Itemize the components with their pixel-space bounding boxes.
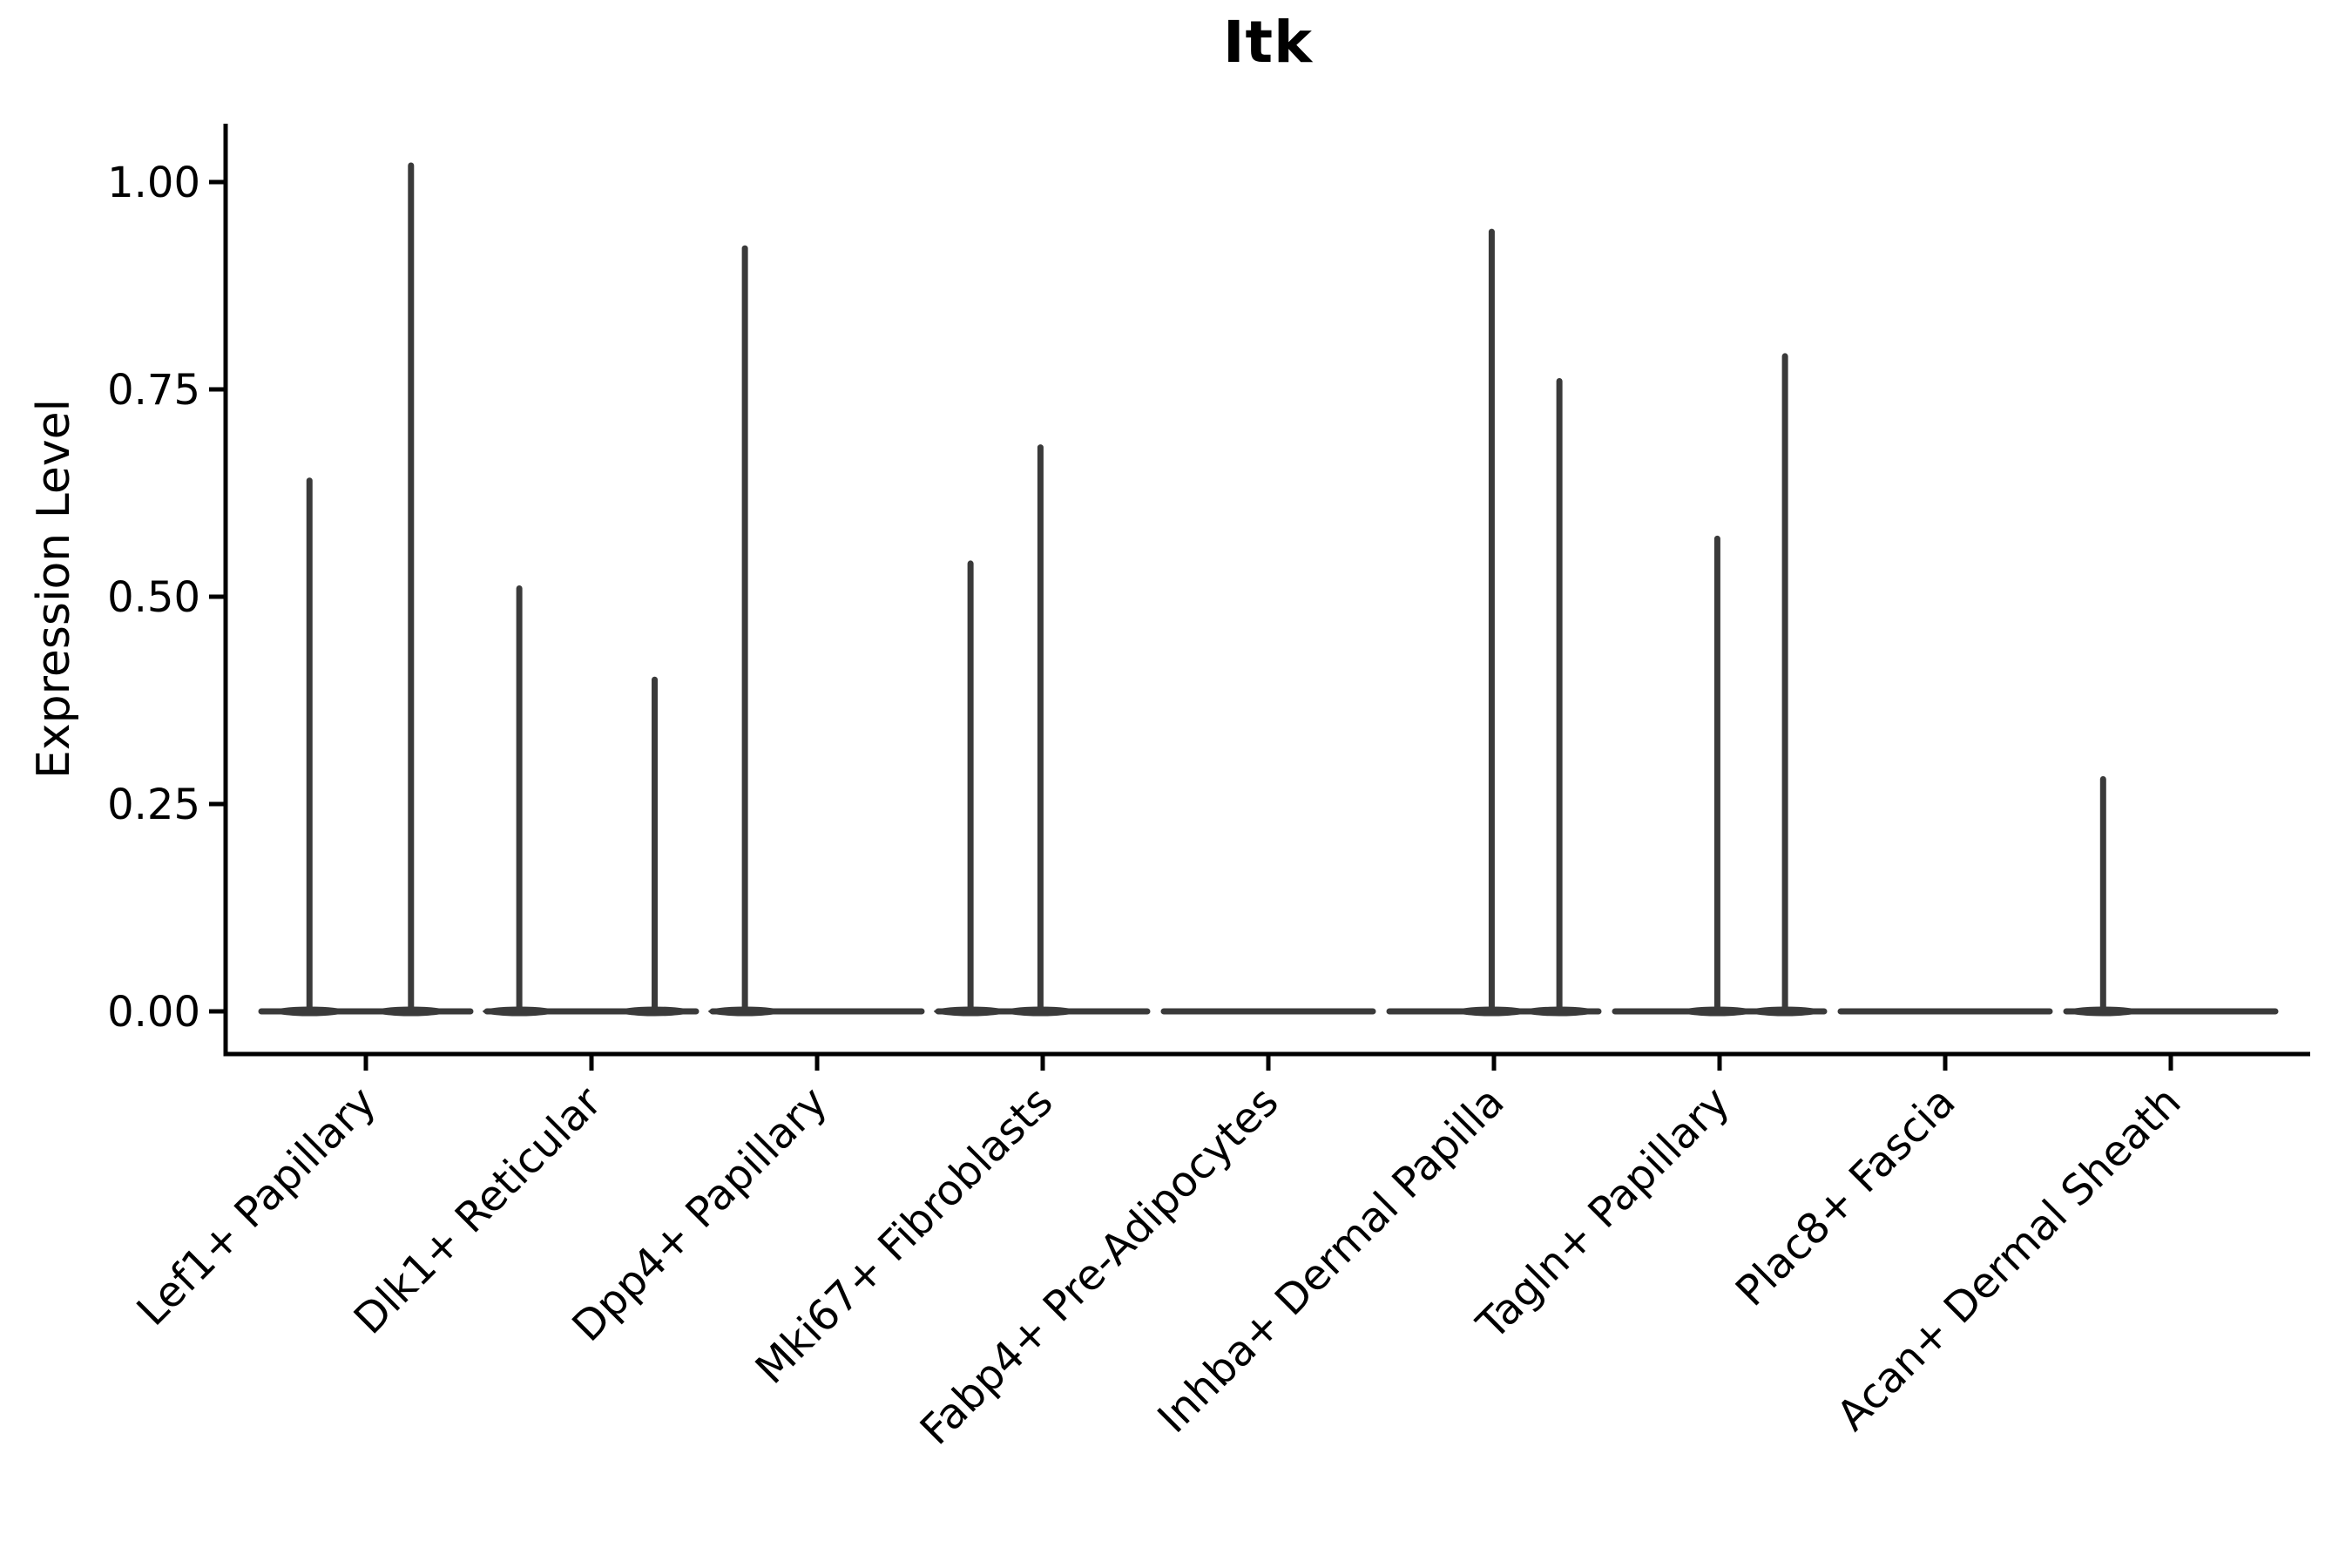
y-tick-label: 0.00 bbox=[107, 988, 200, 1037]
y-tick-label: 1.00 bbox=[107, 159, 200, 207]
chart-title: Itk bbox=[1223, 9, 1313, 76]
x-tick-label: Lef1+ Papillary bbox=[128, 1078, 386, 1335]
y-tick-label: 0.50 bbox=[107, 573, 200, 622]
y-tick-label: 0.75 bbox=[107, 366, 200, 415]
x-tick-label: Fabp4+ Pre-Adipocytes bbox=[911, 1078, 1288, 1455]
y-axis-label: Expression Level bbox=[28, 398, 80, 780]
y-tick-label: 0.25 bbox=[107, 781, 200, 829]
x-tick-label: Dlk1+ Reticular bbox=[345, 1078, 612, 1344]
x-tick-label: Plac8+ Fascia bbox=[1727, 1078, 1965, 1316]
x-tick-label: Tagln+ Papillary bbox=[1467, 1078, 1739, 1349]
